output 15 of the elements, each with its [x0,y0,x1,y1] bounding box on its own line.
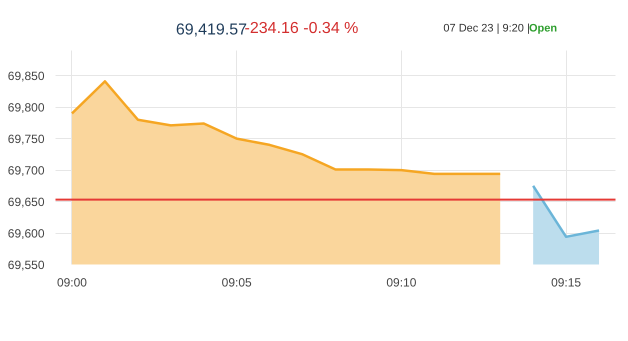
y-tick-label: 69,750 [8,132,45,146]
x-tick-label: 09:00 [56,276,88,290]
x-tick-label: 09:10 [386,276,417,290]
y-tick-label: 69,550 [8,258,45,272]
y-tick-label: 69,800 [8,100,45,115]
x-tick-label: 09:05 [222,276,252,290]
chart-subtitle: -234.16 -0.34 % [244,20,358,37]
y-tick-label: 69,850 [8,69,45,84]
chart-title: 69,419.57 [176,22,248,38]
x-tick-label: 09:15 [551,276,582,290]
y-tick-label: 69,600 [8,226,45,241]
text: 07 Dec 23 | 9:20 | [443,22,530,34]
y-tick-label: 69,650 [8,195,45,210]
y-tick-label: 69,700 [8,164,45,178]
text: Open [529,22,558,34]
